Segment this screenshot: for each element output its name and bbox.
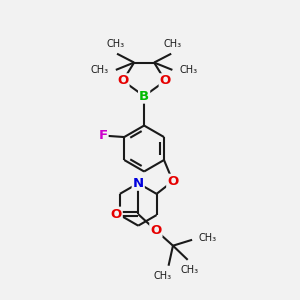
Text: O: O bbox=[117, 74, 128, 87]
Text: CH₃: CH₃ bbox=[106, 39, 124, 49]
Text: B: B bbox=[139, 90, 149, 103]
Text: CH₃: CH₃ bbox=[199, 233, 217, 243]
Text: O: O bbox=[150, 224, 161, 237]
Text: N: N bbox=[133, 177, 144, 190]
Text: CH₃: CH₃ bbox=[180, 65, 198, 75]
Text: CH₃: CH₃ bbox=[154, 271, 172, 281]
Text: CH₃: CH₃ bbox=[180, 265, 198, 275]
Text: O: O bbox=[160, 74, 171, 87]
Text: O: O bbox=[110, 208, 122, 221]
Text: O: O bbox=[167, 175, 178, 188]
Text: F: F bbox=[98, 129, 108, 142]
Text: CH₃: CH₃ bbox=[164, 39, 182, 49]
Text: CH₃: CH₃ bbox=[90, 65, 109, 75]
